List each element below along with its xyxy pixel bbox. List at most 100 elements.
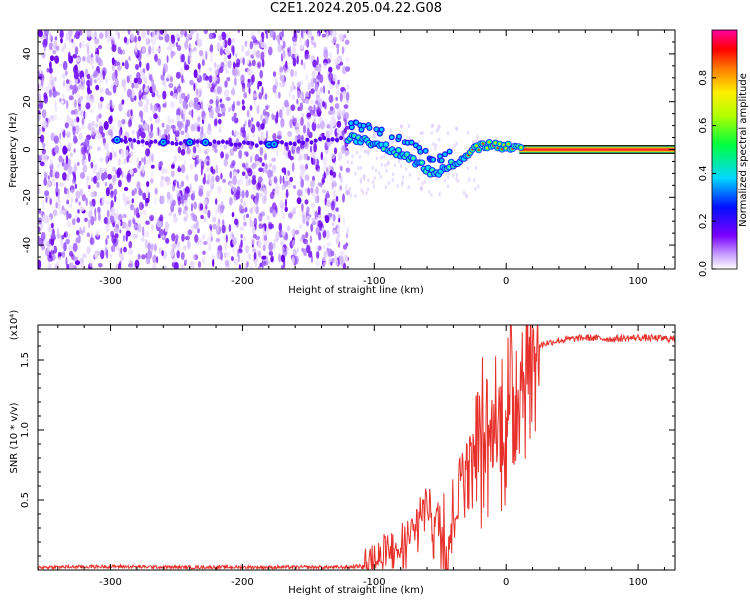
noise-cell (139, 190, 143, 196)
noise-cell (172, 184, 176, 192)
noise-cell (261, 162, 265, 167)
noise-cell (331, 116, 337, 127)
noise-cell (145, 197, 150, 204)
noise-cell (312, 70, 316, 79)
noise-cell (107, 217, 111, 226)
noise-cell (46, 67, 50, 73)
noise-cell (281, 105, 285, 112)
signal-mark (486, 147, 489, 150)
noise-cell (282, 212, 285, 220)
noise-cell (331, 73, 337, 82)
noise-cell (94, 163, 98, 170)
noise-cell (41, 148, 47, 155)
noise-cell (105, 200, 110, 205)
noise-cell (332, 171, 337, 178)
noise-cell (125, 222, 129, 233)
noise-cell (305, 215, 311, 223)
noise-cell (310, 88, 315, 95)
noise-cell (339, 92, 343, 102)
noise-cell (206, 160, 210, 167)
noise-cell (332, 229, 337, 234)
noise-cell (48, 88, 53, 98)
noise-cell (111, 35, 116, 41)
noise-cell (468, 177, 471, 182)
noise-cell (93, 79, 97, 84)
noise-cell (310, 39, 315, 44)
signal-mark (246, 140, 251, 146)
noise-cell (231, 185, 235, 191)
noise-cell (81, 118, 85, 125)
noise-cell (260, 181, 265, 187)
noise-cell (285, 188, 289, 199)
noise-cell (86, 232, 91, 238)
noise-cell (117, 213, 123, 222)
noise-cell (224, 89, 229, 98)
noise-cell (280, 143, 283, 150)
noise-cell (237, 131, 240, 137)
noise-cell (260, 211, 266, 217)
noise-cell (328, 94, 334, 104)
signal-mark (494, 141, 497, 144)
noise-cell (155, 128, 158, 137)
signal-mark (443, 152, 447, 157)
signal-mark (296, 139, 301, 144)
noise-cell (328, 76, 332, 83)
noise-cell (68, 35, 72, 43)
noise-cell (132, 223, 138, 229)
noise-cell (70, 196, 74, 203)
noise-cell (203, 199, 208, 205)
noise-cell (65, 32, 69, 41)
noise-cell (327, 167, 330, 174)
signal-mark (225, 140, 230, 145)
noise-cell (219, 98, 223, 103)
noise-cell (334, 253, 337, 264)
noise-cell (94, 134, 100, 140)
noise-cell (384, 185, 387, 190)
signal-mark (477, 148, 480, 152)
noise-cell (190, 30, 195, 35)
noise-cell (150, 246, 153, 253)
noise-cell (240, 239, 243, 248)
noise-cell (235, 53, 238, 58)
noise-cell (173, 216, 178, 224)
noise-cell (272, 242, 276, 250)
noise-cell (213, 118, 218, 127)
noise-cell (336, 234, 340, 244)
noise-cell (188, 110, 192, 116)
noise-cell (294, 229, 300, 235)
noise-cell (433, 146, 437, 151)
noise-cell (75, 124, 80, 135)
noise-cell (232, 175, 237, 186)
noise-cell (73, 135, 78, 144)
noise-cell (195, 34, 199, 43)
noise-cell (242, 57, 245, 66)
snr-plot: -300 -200 -100 0 100 0.5 1.0 1.5 Height of str… (9, 310, 676, 596)
noise-cell (79, 172, 86, 179)
noise-cell (257, 192, 263, 198)
noise-cell (52, 39, 58, 48)
noise-cell (337, 227, 340, 233)
x-tick-label: -100 (363, 276, 386, 287)
noise-cell (123, 246, 127, 253)
noise-cell (192, 253, 197, 260)
noise-cell (283, 67, 287, 74)
noise-cell (313, 118, 316, 124)
noise-cell (329, 83, 334, 90)
noise-cell (310, 203, 316, 208)
noise-cell (304, 133, 308, 139)
noise-cell (284, 198, 288, 208)
noise-cell (162, 63, 168, 73)
noise-cell (122, 49, 126, 55)
noise-cell (300, 80, 304, 86)
noise-cell (154, 198, 157, 204)
noise-cell (150, 36, 156, 46)
noise-cell (96, 230, 100, 238)
noise-cell (162, 90, 167, 100)
signal-mark (382, 147, 386, 151)
noise-cell (236, 100, 241, 106)
noise-cell (291, 255, 295, 265)
noise-cell (355, 150, 359, 155)
noise-cell (408, 136, 411, 140)
noise-cell (244, 120, 247, 127)
noise-cell (170, 193, 174, 201)
